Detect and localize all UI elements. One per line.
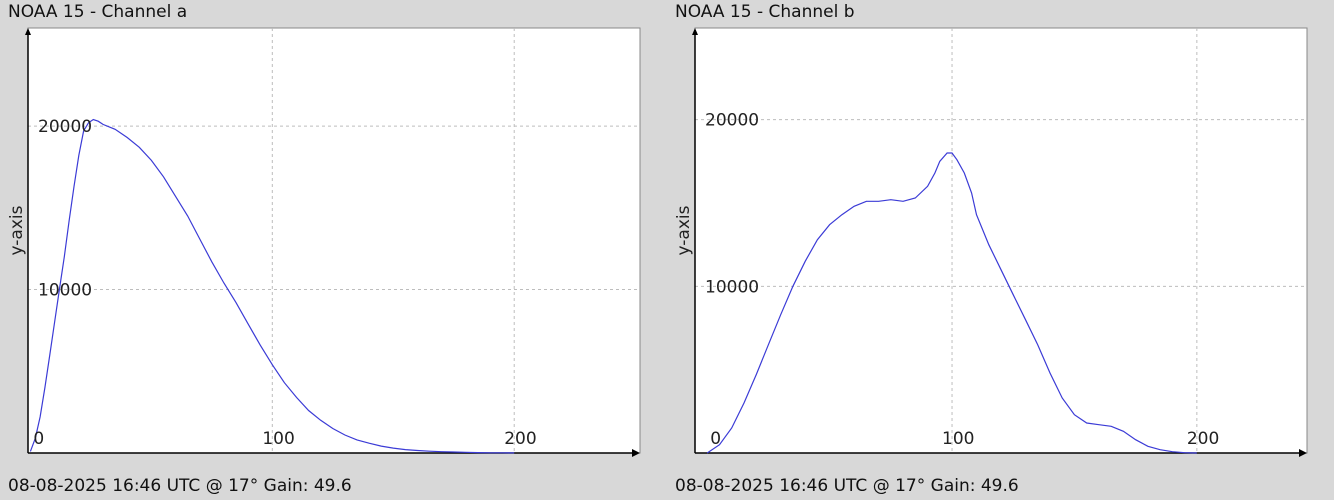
- y-axis-title: y-axis: [674, 205, 694, 255]
- x-tick-label: 100: [262, 429, 294, 449]
- y-tick-label: 20000: [38, 117, 92, 137]
- x-axis-arrow: [632, 449, 640, 457]
- series-line: [29, 118, 515, 454]
- y-axis-arrow: [692, 28, 698, 35]
- x-tick-label: 200: [1187, 429, 1219, 449]
- channel-a-panel: 0 100 200 10000 20000 y-axis NOAA 15 - Channe…: [7, 2, 641, 496]
- x-tick-label: 100: [942, 429, 974, 449]
- y-axis-arrow: [25, 28, 31, 35]
- channel-a-title: NOAA 15 - Channel a: [8, 2, 188, 22]
- x-axis-arrow: [1299, 449, 1307, 457]
- y-tick-label: 10000: [38, 281, 92, 301]
- channel-b-title: NOAA 15 - Channel b: [675, 2, 855, 22]
- y-tick-label: 10000: [705, 277, 759, 297]
- plot-area: [27, 27, 641, 454]
- channel-a-footer: 08-08-2025 16:46 UTC @ 17° Gain: 49.6: [8, 476, 352, 496]
- y-tick-label: 20000: [705, 111, 759, 131]
- channel-b-footer: 08-08-2025 16:46 UTC @ 17° Gain: 49.6: [675, 476, 1019, 496]
- channel-b-panel: 0 100 200 10000 20000 y-axis NOAA 15 - Channe…: [667, 0, 1334, 500]
- plot-area: [694, 27, 1308, 454]
- series-line: [706, 152, 1197, 454]
- y-axis-title: y-axis: [7, 205, 27, 255]
- channel-a-chart: 0 100 200 10000 20000 y-axis: [7, 27, 641, 457]
- x-tick-label: 0: [710, 429, 721, 449]
- x-tick-label: 200: [504, 429, 536, 449]
- channel-b-chart: 0 100 200 10000 20000 y-axis: [674, 27, 1308, 457]
- x-tick-label: 0: [33, 429, 44, 449]
